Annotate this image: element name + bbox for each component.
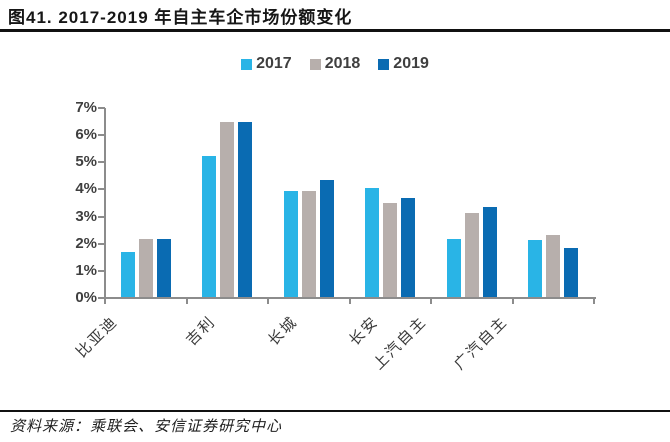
legend-swatch-icon bbox=[378, 58, 390, 70]
bar-2017-上汽自主 bbox=[447, 239, 461, 297]
legend-swatch-icon bbox=[241, 58, 253, 70]
legend-item-2019: 2019 bbox=[378, 55, 429, 73]
source-note: 资料来源：乘联会、安信证券研究中心 bbox=[10, 417, 283, 435]
y-axis-line bbox=[104, 108, 106, 299]
bar-2017-比亚迪 bbox=[121, 252, 135, 297]
y-tick-label: 3% bbox=[75, 207, 97, 225]
bar-2019-长城 bbox=[320, 180, 334, 297]
plot-area: 0% 1% 2% 3% 4% 5% 6% 7% 比亚迪 吉利 长城 长安 上汽自主 广汽自主 bbox=[72, 99, 596, 374]
y-tick-label: 7% bbox=[75, 99, 97, 116]
x-axis-tick bbox=[267, 298, 269, 304]
y-tick-label: 6% bbox=[75, 126, 97, 144]
y-axis-tick bbox=[98, 215, 105, 218]
x-axis-tick bbox=[104, 298, 106, 304]
bar-2017-吉利 bbox=[202, 156, 216, 297]
y-axis-tick bbox=[98, 269, 105, 272]
bar-2018-吉利 bbox=[220, 122, 234, 297]
x-category-label: 比亚迪 bbox=[72, 313, 121, 362]
x-axis-tick bbox=[185, 298, 188, 304]
legend-item-2017: 2017 bbox=[241, 55, 292, 73]
y-tick-label: 5% bbox=[75, 153, 97, 171]
bar-2017-长安 bbox=[365, 188, 379, 297]
legend-item-2018: 2018 bbox=[309, 55, 361, 73]
x-category-label: 广汽自主 bbox=[451, 313, 512, 374]
bar-2018-广汽自主 bbox=[546, 235, 560, 297]
legend-swatch-icon bbox=[309, 58, 321, 70]
x-category-label: 长城 bbox=[264, 313, 301, 350]
x-category-label: 吉利 bbox=[183, 313, 220, 350]
legend-label: 2019 bbox=[393, 55, 429, 72]
figure-title: 图41. 2017-2019 年自主车企市场份额变化 bbox=[8, 8, 353, 27]
y-tick-label: 1% bbox=[75, 261, 97, 279]
x-axis-tick bbox=[593, 298, 595, 304]
legend-label: 2018 bbox=[324, 55, 361, 72]
bar-2018-上汽自主 bbox=[465, 213, 479, 297]
x-axis-tick bbox=[348, 298, 351, 304]
bar-2019-长安 bbox=[401, 198, 415, 297]
y-axis-tick bbox=[98, 134, 105, 137]
bar-2019-广汽自主 bbox=[564, 248, 578, 297]
y-axis-tick bbox=[98, 107, 105, 109]
chart-legend: 2017 2018 2019 bbox=[0, 55, 670, 73]
y-axis-tick bbox=[98, 188, 105, 191]
bar-2018-比亚迪 bbox=[139, 239, 153, 297]
bar-2018-长城 bbox=[302, 191, 316, 297]
y-axis-tick bbox=[98, 242, 105, 245]
y-axis-tick bbox=[98, 161, 105, 164]
bar-2019-比亚迪 bbox=[157, 239, 171, 297]
x-axis-tick bbox=[430, 298, 432, 304]
title-underline bbox=[0, 29, 670, 32]
bar-2019-上汽自主 bbox=[483, 207, 497, 297]
source-divider bbox=[0, 410, 670, 412]
bar-2018-长安 bbox=[383, 203, 397, 297]
y-tick-label: 2% bbox=[75, 234, 97, 252]
x-category-label: 长安 bbox=[346, 313, 383, 350]
legend-label: 2017 bbox=[256, 55, 292, 72]
bar-2017-长城 bbox=[284, 191, 298, 297]
y-tick-label: 4% bbox=[75, 180, 97, 198]
bar-2017-广汽自主 bbox=[528, 240, 542, 297]
bar-2019-吉利 bbox=[238, 122, 252, 297]
y-axis-tick bbox=[98, 297, 105, 299]
y-tick-label: 0% bbox=[75, 289, 97, 306]
x-axis-tick bbox=[511, 298, 514, 304]
